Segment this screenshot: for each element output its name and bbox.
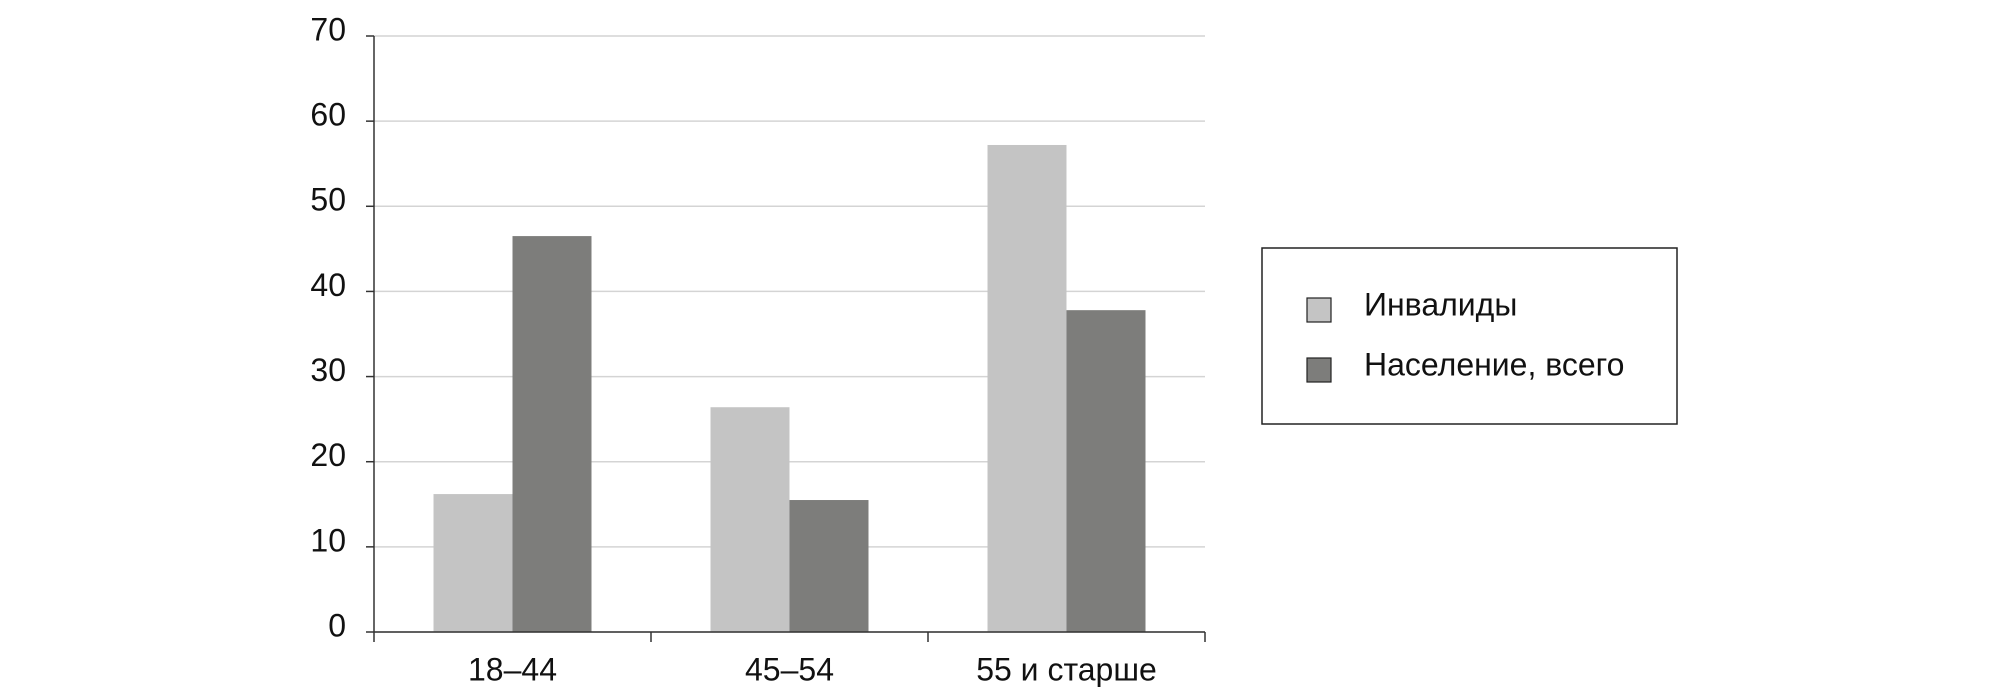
legend-label: Население, всего: [1364, 346, 1624, 382]
y-tick-label: 40: [310, 267, 346, 303]
y-tick-label: 70: [310, 11, 346, 47]
x-tick-label: 55 и старше: [976, 651, 1157, 687]
legend-swatch: [1306, 357, 1332, 383]
x-tick-label: 18–44: [468, 651, 557, 687]
legend-box: [1261, 247, 1678, 425]
y-tick-label: 0: [328, 607, 346, 643]
bar: [512, 236, 592, 633]
bar: [710, 407, 790, 632]
y-tick-label: 20: [310, 437, 346, 473]
y-tick-label: 30: [310, 352, 346, 388]
bar: [1066, 310, 1146, 632]
y-tick-label: 10: [310, 522, 346, 558]
bar: [433, 494, 513, 632]
y-tick-label: 60: [310, 97, 346, 133]
bar: [789, 500, 869, 632]
x-tick-label: 45–54: [745, 651, 834, 687]
legend-swatch: [1306, 297, 1332, 323]
y-tick-label: 50: [310, 182, 346, 218]
legend-label: Инвалиды: [1364, 286, 1517, 322]
bar: [987, 144, 1067, 633]
